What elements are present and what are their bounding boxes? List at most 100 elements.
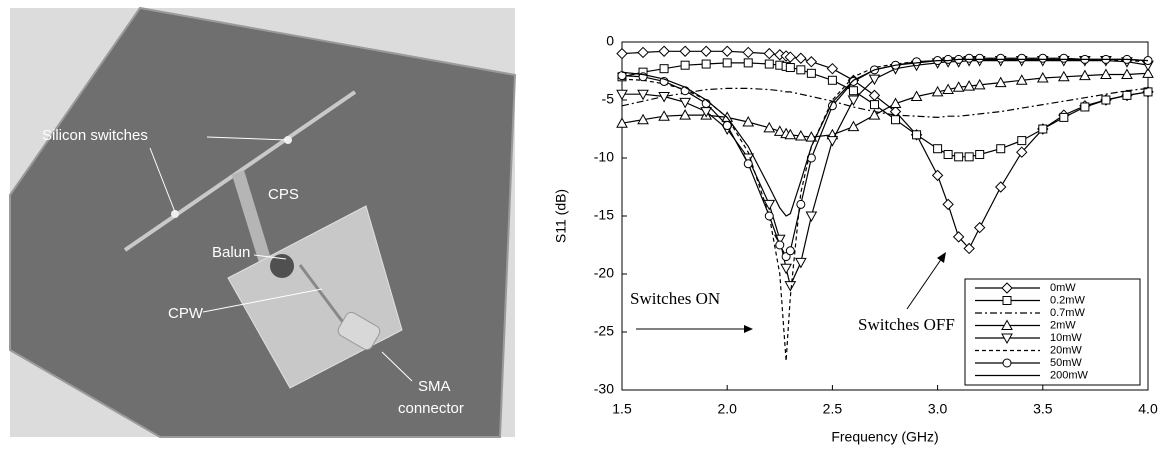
- marker: [868, 74, 881, 86]
- marker: [964, 53, 974, 63]
- legend-label: 2mW: [1050, 319, 1076, 331]
- marker: [826, 136, 839, 147]
- marker: [794, 129, 807, 141]
- series-line: [622, 60, 1149, 288]
- marker: [721, 45, 733, 57]
- marker: [806, 68, 816, 78]
- photo: Silicon switches CPS Balun CPW SMA conne…: [9, 6, 517, 438]
- marker: [1143, 87, 1153, 97]
- cpw-gap: [298, 264, 347, 326]
- marker: [763, 47, 775, 60]
- legend-marker: [1002, 358, 1012, 368]
- marker: [995, 181, 1007, 193]
- series-line: [621, 72, 1149, 138]
- photo-label: Silicon switches: [42, 127, 148, 144]
- marker: [700, 45, 712, 57]
- marker: [796, 199, 806, 209]
- marker: [868, 89, 881, 102]
- y-tick-label: -20: [594, 265, 614, 281]
- marker: [742, 46, 754, 59]
- marker: [1017, 136, 1027, 146]
- legend-label: 0.7mW: [1050, 307, 1085, 319]
- marker: [1142, 67, 1154, 78]
- photo-label: CPS: [268, 186, 299, 203]
- balun: [270, 254, 294, 278]
- marker: [1036, 71, 1049, 83]
- marker: [943, 54, 953, 64]
- marker: [658, 110, 670, 121]
- y-axis-label: S11 (dB): [553, 189, 569, 243]
- marker: [785, 63, 795, 73]
- marker: [795, 52, 807, 64]
- marker: [1038, 124, 1048, 134]
- marker: [994, 76, 1007, 88]
- marker: [805, 56, 818, 68]
- marker: [659, 64, 669, 74]
- marker: [1015, 74, 1028, 85]
- marker: [1016, 146, 1028, 158]
- marker: [869, 100, 879, 110]
- leader: [381, 351, 413, 382]
- marker: [910, 90, 923, 102]
- marker: [679, 45, 691, 57]
- marker: [1038, 53, 1048, 63]
- marker: [763, 199, 776, 211]
- marker: [679, 97, 691, 109]
- marker: [826, 62, 839, 75]
- legend-label: 20mW: [1050, 344, 1082, 356]
- y-tick-label: -25: [594, 323, 614, 339]
- marker: [743, 159, 753, 169]
- marker: [722, 58, 732, 68]
- marker: [679, 109, 691, 120]
- x-tick-label: 2.0: [717, 401, 737, 417]
- marker: [963, 242, 975, 255]
- marker: [1059, 53, 1069, 63]
- marker: [764, 59, 774, 69]
- legend-marker: [1001, 319, 1013, 330]
- marker: [931, 85, 944, 97]
- legend-label: 10mW: [1050, 332, 1082, 344]
- legend-label: 50mW: [1050, 357, 1082, 369]
- marker: [891, 115, 901, 125]
- legend-marker: [1001, 282, 1013, 294]
- marker: [1101, 95, 1111, 105]
- legend-marker: [1001, 333, 1013, 345]
- marker: [680, 60, 690, 70]
- marker: [933, 144, 943, 154]
- marker: [794, 257, 807, 269]
- marker: [963, 80, 976, 91]
- marker: [996, 53, 1006, 63]
- leader: [202, 288, 323, 313]
- marker: [764, 211, 774, 221]
- legend-label: 0mW: [1050, 282, 1076, 294]
- marker: [805, 131, 818, 142]
- marker: [1121, 68, 1133, 79]
- marker: [742, 116, 755, 127]
- y-tick-label: 0: [606, 33, 614, 49]
- marker: [975, 150, 985, 160]
- legend-box: [964, 278, 1141, 386]
- marker: [889, 97, 902, 108]
- series-line: [621, 58, 1149, 217]
- legend-marker: [1002, 296, 1012, 305]
- marker: [973, 221, 986, 234]
- marker: [658, 92, 670, 103]
- annotation: Switches ON: [630, 289, 720, 308]
- legend-label: 0.2mW: [1050, 294, 1085, 306]
- x-tick-label: 3.0: [928, 401, 948, 417]
- x-tick-label: 3.5: [1033, 401, 1053, 417]
- marker: [722, 121, 732, 131]
- arrow-head: [937, 252, 946, 263]
- marker: [616, 47, 628, 60]
- marker: [827, 75, 837, 85]
- leader: [206, 136, 288, 141]
- marker: [847, 120, 860, 132]
- arrow-head: [744, 325, 753, 333]
- x-tick-label: 1.5: [612, 401, 632, 417]
- marker: [996, 144, 1006, 154]
- marker: [616, 117, 628, 128]
- marker: [1080, 102, 1090, 112]
- marker: [952, 231, 965, 243]
- marker: [868, 109, 881, 120]
